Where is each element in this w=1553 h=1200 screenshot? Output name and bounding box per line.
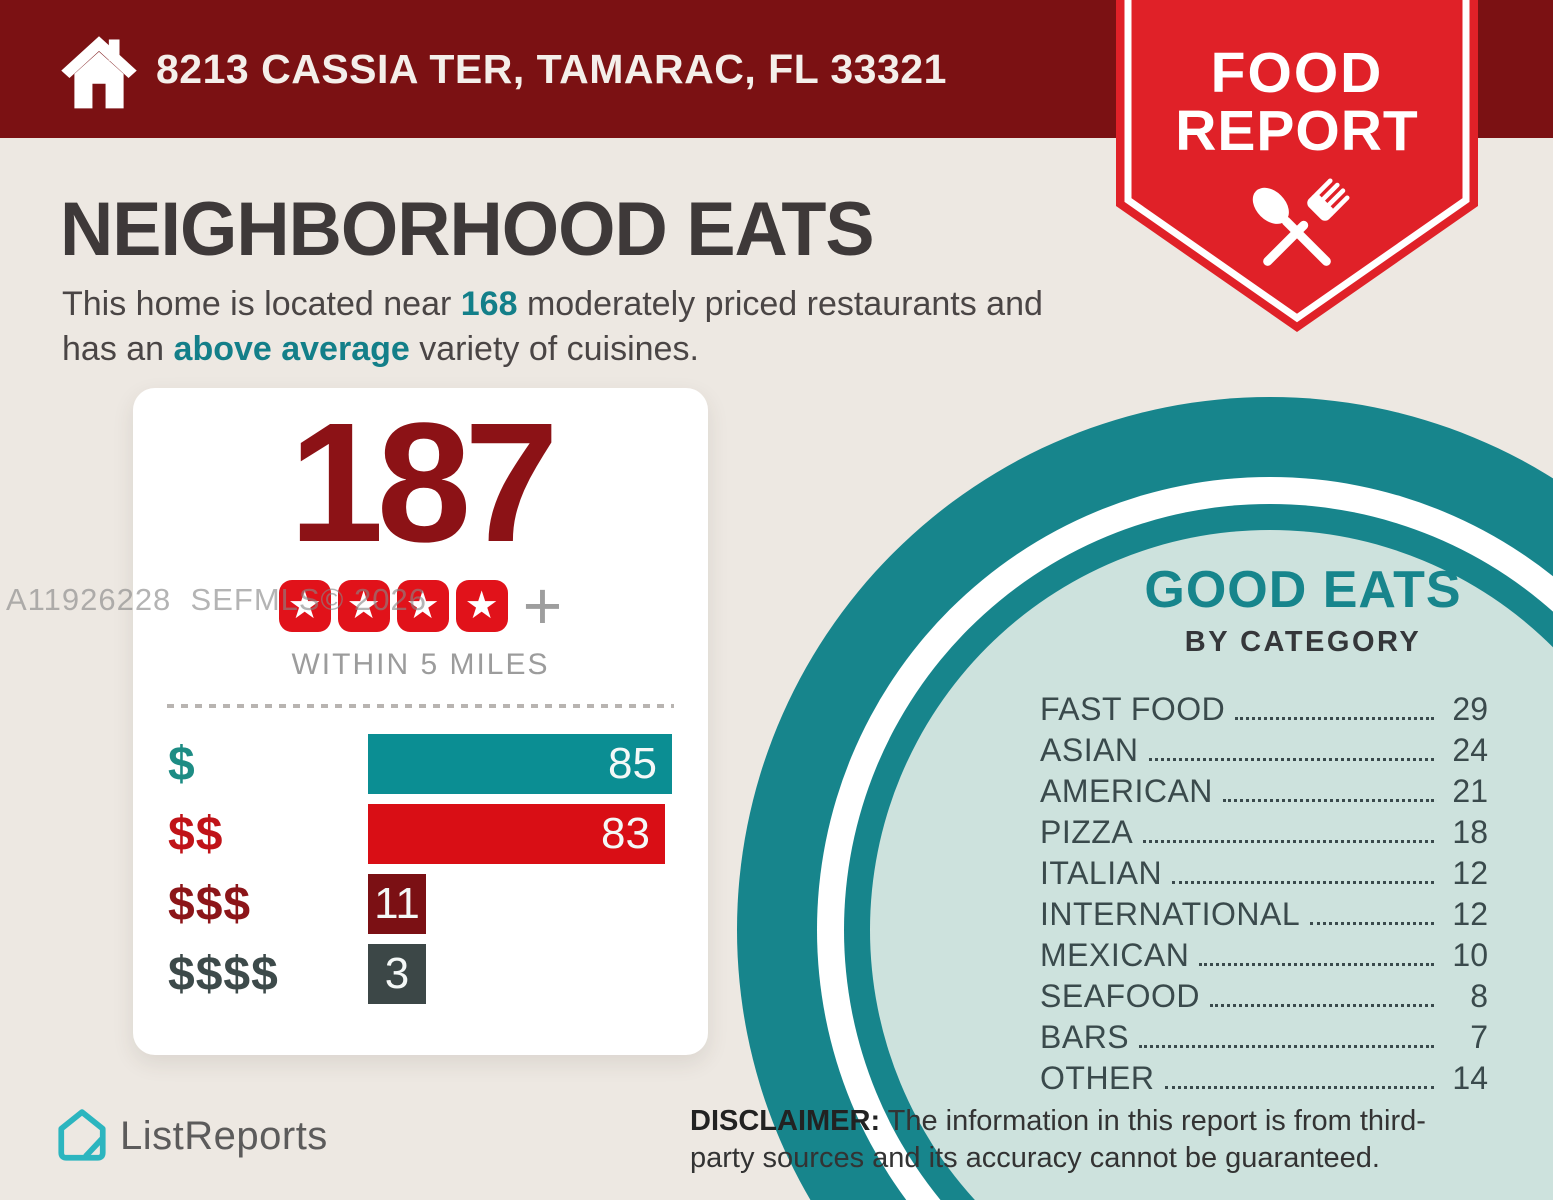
- food-report-badge: FOOD REPORT: [1116, 0, 1478, 332]
- restaurant-total: 187: [289, 388, 559, 578]
- leader-dots: [1143, 840, 1434, 843]
- intro-highlight: above average: [173, 329, 410, 368]
- price-tier-label: $$$$: [168, 947, 279, 1001]
- listreports-brand-name: ListReports: [120, 1113, 328, 1158]
- property-address: 8213 CASSIA TER, TAMARAC, FL 33321: [156, 45, 947, 92]
- star-icon: ★: [278, 580, 331, 632]
- category-count: 12: [1452, 855, 1488, 891]
- leader-dots: [1235, 717, 1434, 720]
- category-row: BARS 7: [1040, 1019, 1488, 1060]
- price-bar-chart: $ 85 $$ 83 $$$ 11 $$$$ 3: [133, 734, 708, 1004]
- category-name: INTERNATIONAL: [1040, 896, 1301, 932]
- intro-count: 168: [460, 285, 518, 323]
- category-count: 29: [1452, 691, 1488, 727]
- bar-track: 83: [368, 804, 672, 864]
- dashed-divider: [167, 704, 674, 708]
- category-name: SEAFOOD: [1040, 978, 1200, 1014]
- intro-post: variety of cuisines.: [409, 329, 699, 368]
- page-title: NEIGHBORHOOD EATS: [60, 187, 875, 272]
- price-bar-row: $$$ 11: [168, 874, 708, 934]
- listreports-brand: ListReports: [56, 1108, 328, 1164]
- category-count: 8: [1470, 978, 1488, 1014]
- star-icon: ★: [337, 580, 390, 632]
- bar-value: 3: [384, 949, 410, 998]
- restaurant-stat-card: 187 ★ ★ ★ ★ + WITHIN 5 MILES $ 85 $$ 83 $$$ …: [133, 388, 708, 1055]
- intro-mid: moderately priced restaurants and has an: [62, 285, 1043, 368]
- category-count: 14: [1452, 1060, 1488, 1096]
- good-eats-panel: GOOD EATS BY CATEGORY FAST FOOD 29 ASIAN…: [1040, 560, 1488, 1101]
- star-icon: ★: [455, 580, 508, 632]
- category-count: 18: [1452, 814, 1488, 850]
- category-count: 7: [1470, 1019, 1488, 1055]
- category-name: ASIAN: [1040, 732, 1139, 768]
- category-count: 24: [1452, 732, 1488, 768]
- bar-fill: 85: [368, 734, 672, 794]
- good-eats-title: GOOD EATS: [1144, 561, 1462, 619]
- disclaimer: DISCLAIMER: The information in this repo…: [690, 1103, 1490, 1177]
- category-name: OTHER: [1040, 1060, 1155, 1096]
- leader-dots: [1209, 1004, 1434, 1007]
- leader-dots: [1148, 758, 1434, 761]
- home-icon: [61, 36, 137, 109]
- disclaimer-label: DISCLAIMER:: [690, 1105, 881, 1137]
- leader-dots: [1310, 922, 1434, 925]
- bar-track: 85: [368, 734, 672, 794]
- badge-line2: REPORT: [1175, 99, 1419, 163]
- category-count: 12: [1452, 896, 1488, 932]
- leader-dots: [1164, 1086, 1434, 1089]
- bar-track: 11: [368, 874, 672, 934]
- category-count: 10: [1452, 937, 1488, 973]
- plus-sign: +: [522, 568, 563, 644]
- leader-dots: [1172, 881, 1434, 884]
- category-row: MEXICAN 10: [1040, 937, 1488, 978]
- bar-value: 11: [374, 879, 420, 928]
- category-row: INTERNATIONAL 12: [1040, 896, 1488, 937]
- category-list: FAST FOOD 29 ASIAN 24 AMERICAN 21 PIZZA …: [1040, 691, 1488, 1101]
- intro-pre: This home is located near: [62, 285, 461, 323]
- price-bar-row: $ 85: [168, 734, 708, 794]
- good-eats-subtitle: BY CATEGORY: [1184, 626, 1422, 658]
- price-bar-row: $$ 83: [168, 804, 708, 864]
- badge-line1: FOOD: [1211, 41, 1384, 105]
- price-tier-label: $: [168, 737, 196, 791]
- leader-dots: [1199, 963, 1434, 966]
- bar-value: 83: [601, 809, 650, 858]
- mls-watermark: A11926228 SEFMLS© 2026: [6, 582, 427, 617]
- disclaimer-text: The information in this report is from t…: [690, 1105, 1426, 1175]
- bar-fill: 3: [368, 944, 426, 1004]
- leader-dots: [1222, 799, 1434, 802]
- category-row: SEAFOOD 8: [1040, 978, 1488, 1019]
- bar-value: 85: [608, 739, 657, 788]
- category-row: ITALIAN 12: [1040, 855, 1488, 896]
- bar-fill: 11: [368, 874, 426, 934]
- category-name: MEXICAN: [1040, 937, 1190, 973]
- category-row: OTHER 14: [1040, 1060, 1488, 1101]
- star-rating: ★ ★ ★ ★ +: [133, 568, 708, 644]
- category-name: FAST FOOD: [1040, 691, 1226, 727]
- category-row: ASIAN 24: [1040, 732, 1488, 773]
- intro-text: This home is located near 168 moderately…: [62, 282, 1092, 372]
- star-icon: ★: [396, 580, 449, 632]
- category-name: ITALIAN: [1040, 855, 1163, 891]
- spoon-fork-icon: [1252, 178, 1350, 266]
- category-count: 21: [1452, 773, 1488, 809]
- bar-fill: 83: [368, 804, 665, 864]
- category-row: FAST FOOD 29: [1040, 691, 1488, 732]
- radius-caption: WITHIN 5 MILES: [291, 648, 550, 681]
- listreports-logo-icon: [58, 1109, 106, 1161]
- category-name: AMERICAN: [1040, 773, 1213, 809]
- category-name: PIZZA: [1040, 814, 1134, 850]
- category-row: PIZZA 18: [1040, 814, 1488, 855]
- category-name: BARS: [1040, 1019, 1130, 1055]
- leader-dots: [1139, 1045, 1434, 1048]
- price-bar-row: $$$$ 3: [168, 944, 708, 1004]
- price-tier-label: $$: [168, 807, 224, 861]
- bar-track: 3: [368, 944, 672, 1004]
- price-tier-label: $$$: [168, 877, 252, 931]
- category-row: AMERICAN 21: [1040, 773, 1488, 814]
